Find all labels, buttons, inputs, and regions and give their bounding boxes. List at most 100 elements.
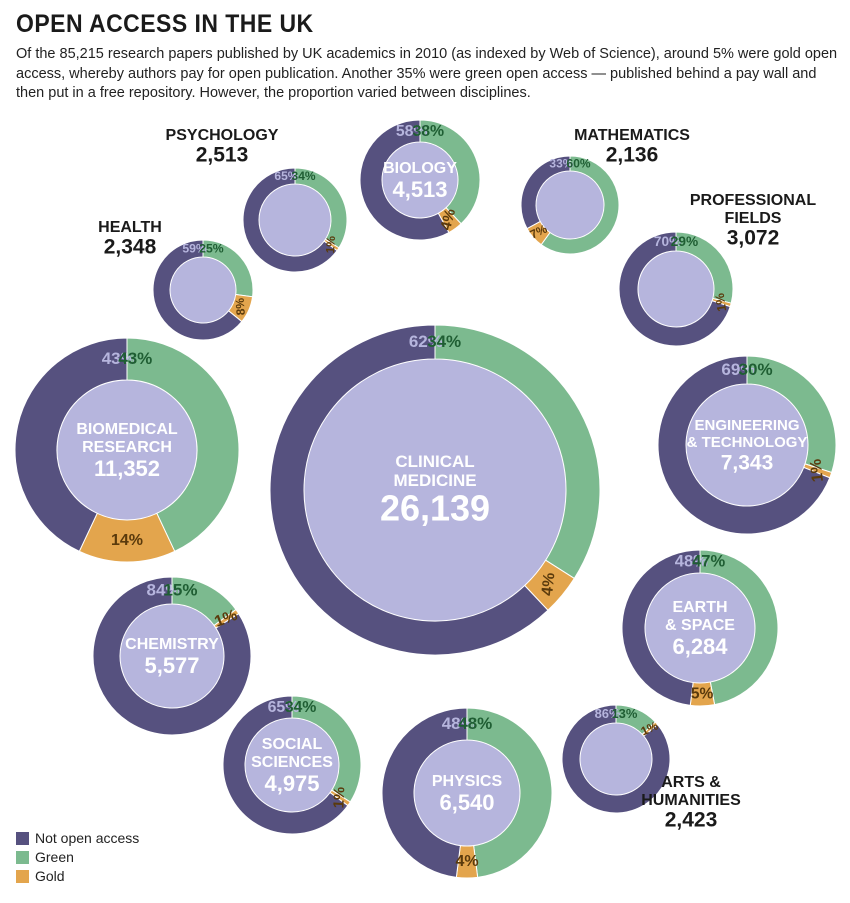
pct-green: 13% xyxy=(611,706,637,721)
discipline-total: 2,136 xyxy=(606,144,659,167)
pct-green: 29% xyxy=(671,234,698,249)
pct-gold: 14% xyxy=(111,532,143,549)
discipline-total: 6,284 xyxy=(672,634,728,659)
donut-center xyxy=(259,184,331,256)
discipline-name: FIELDS xyxy=(725,210,782,227)
discipline-name: & TECHNOLOGY xyxy=(687,434,808,451)
pct-gold: 7% xyxy=(528,222,550,242)
pct-green: 38% xyxy=(412,123,444,140)
discipline-name: & SPACE xyxy=(665,617,735,634)
discipline-total: 5,577 xyxy=(144,653,199,678)
discipline-total: 7,343 xyxy=(721,452,774,475)
legend-item-green: Green xyxy=(16,849,74,865)
discipline-name: PSYCHOLOGY xyxy=(166,127,279,144)
slice-not-open xyxy=(520,155,571,230)
pct-gold: 1% xyxy=(713,292,729,312)
legend-label: Not open access xyxy=(35,830,140,846)
discipline-total: 4,513 xyxy=(392,177,447,202)
donut-center xyxy=(382,142,458,218)
slice-green xyxy=(466,707,553,878)
discipline-total: 3,072 xyxy=(727,227,780,250)
slice-not-open xyxy=(621,549,701,706)
donut-professional-fields: 70%29% 1% xyxy=(618,231,734,347)
pct-gold: 4% xyxy=(438,207,459,232)
discipline-name: PROFESSIONAL xyxy=(690,192,816,209)
donut-center xyxy=(304,359,566,621)
slice-not-open xyxy=(561,704,671,814)
pct-green: 30% xyxy=(739,360,773,379)
pct-not-open: 33% xyxy=(549,157,573,171)
donut-arts-humanities: 86%13%1% xyxy=(561,704,671,814)
discipline-name: MEDICINE xyxy=(393,471,476,490)
pct-gold: 1% xyxy=(323,235,338,253)
pct-green: 43% xyxy=(118,349,152,368)
slice-green xyxy=(419,119,481,225)
slice-not-open xyxy=(618,231,731,347)
legend-label: Gold xyxy=(35,868,65,884)
pct-green: 15% xyxy=(163,581,197,600)
discipline-name: BIOMEDICAL xyxy=(76,421,178,438)
pct-not-open: 84% xyxy=(147,581,181,600)
slice-not-open xyxy=(242,167,338,273)
discipline-name: EARTH xyxy=(672,599,727,616)
donut-center xyxy=(536,171,604,239)
pct-green: 48% xyxy=(458,714,492,733)
pct-not-open: 65% xyxy=(274,169,298,183)
pct-gold: 1% xyxy=(808,458,827,483)
donut-center xyxy=(638,251,714,327)
discipline-name: SCIENCES xyxy=(251,754,333,771)
slice-not-open xyxy=(92,576,252,736)
slice-not-open xyxy=(381,707,468,878)
discipline-name: MATHEMATICS xyxy=(574,127,690,144)
discipline-name: BIOLOGY xyxy=(383,160,457,177)
pct-not-open: 69% xyxy=(721,360,755,379)
discipline-name: PHYSICS xyxy=(432,773,503,790)
legend-item-not-open: Not open access xyxy=(16,830,139,846)
slice-green xyxy=(699,549,779,706)
donut-center xyxy=(686,384,808,506)
discipline-total: 11,352 xyxy=(94,456,160,481)
pct-gold: 1% xyxy=(639,718,661,738)
discipline-name: CLINICAL xyxy=(395,452,474,471)
pct-gold: 4% xyxy=(539,572,558,597)
gold-swatch xyxy=(16,869,29,883)
discipline-total: 2,423 xyxy=(665,809,718,832)
pct-not-open: 62% xyxy=(409,332,443,351)
slice-not-open xyxy=(269,324,549,656)
slice-not-open xyxy=(222,695,349,835)
discipline-total: 26,139 xyxy=(380,488,490,529)
pct-green: 34% xyxy=(427,332,461,351)
donut-health: 59%25% 8% xyxy=(152,239,254,341)
legend-item-gold: Gold xyxy=(16,868,65,884)
discipline-name: ARTS & xyxy=(661,774,721,791)
donut-center xyxy=(57,380,197,520)
legend-label: Green xyxy=(35,849,74,865)
pct-green: 60% xyxy=(567,157,591,171)
pct-gold: 1% xyxy=(331,787,348,809)
donut-mathematics: 33%60% 7% xyxy=(520,155,620,255)
slice-not-open xyxy=(657,355,831,535)
not-open-swatch xyxy=(16,831,29,845)
pct-green: 34% xyxy=(292,169,316,183)
pct-gold: 8% xyxy=(233,297,248,316)
green-swatch xyxy=(16,850,29,864)
slice-green xyxy=(126,337,240,553)
discipline-total: 2,348 xyxy=(104,236,157,259)
discipline-name: SOCIAL xyxy=(262,736,323,753)
pct-not-open: 86% xyxy=(595,706,621,721)
discipline-total: 4,975 xyxy=(264,771,319,796)
donut-center xyxy=(580,723,652,795)
slice-not-open xyxy=(14,337,128,553)
donut-center xyxy=(120,604,224,708)
discipline-total: 6,540 xyxy=(439,790,494,815)
page-subtitle: Of the 85,215 research papers published … xyxy=(16,46,838,101)
